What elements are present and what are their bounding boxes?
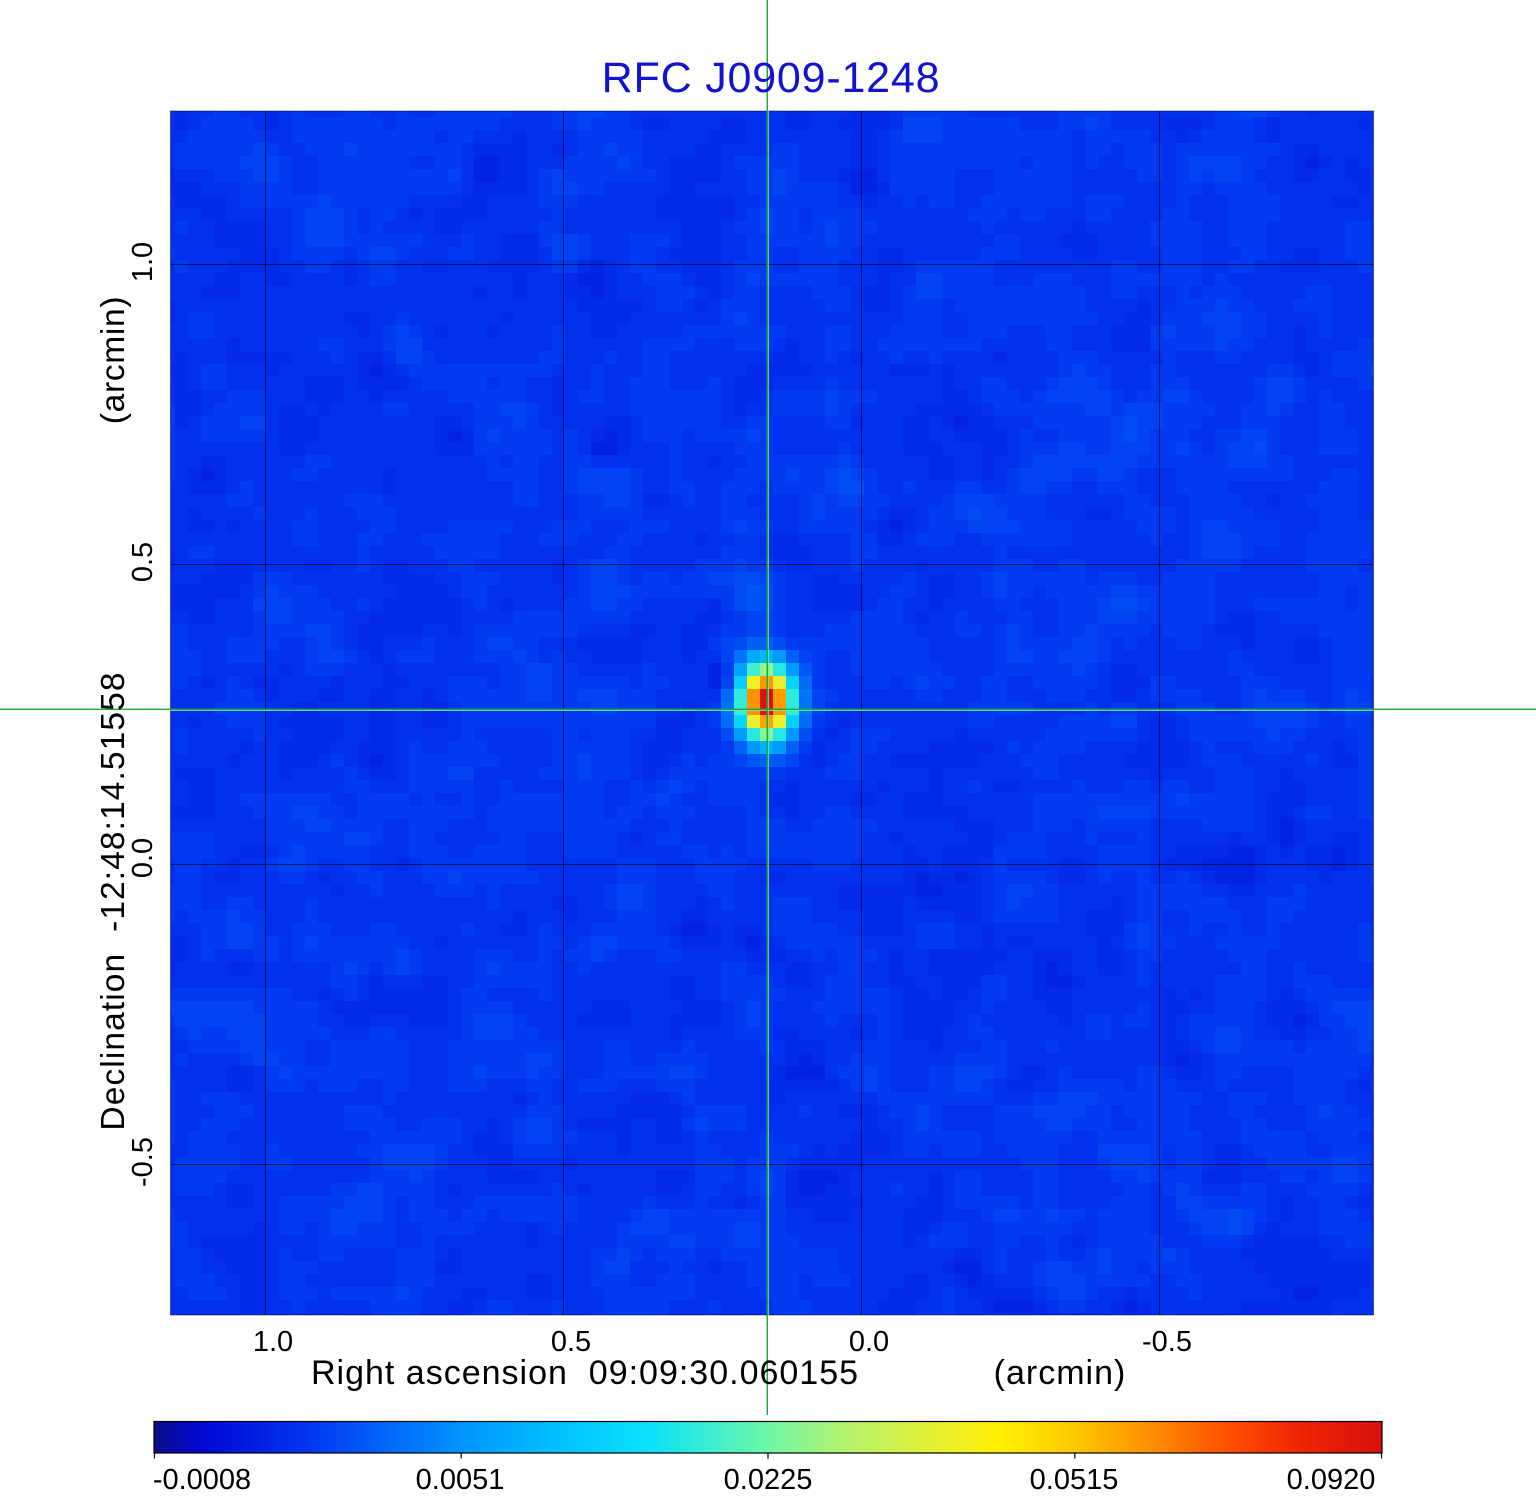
svg-text:-0.5: -0.5 xyxy=(127,1137,159,1187)
svg-text:1.0: 1.0 xyxy=(127,242,159,282)
svg-text:0.0225: 0.0225 xyxy=(724,1464,813,1496)
svg-text:0.0051: 0.0051 xyxy=(416,1464,505,1496)
svg-text:0.0920: 0.0920 xyxy=(1287,1464,1376,1496)
svg-text:1.0: 1.0 xyxy=(253,1326,293,1358)
svg-text:Declination -12:48:14.51558: Declination -12:48:14.51558 xyxy=(95,671,132,1130)
svg-text:0.0: 0.0 xyxy=(127,838,159,878)
svg-text:Right ascension 09:09:30.0601: Right ascension 09:09:30.060155 xyxy=(311,1354,859,1392)
svg-text:RFC J0909-1248: RFC J0909-1248 xyxy=(602,54,941,102)
svg-text:(arcmin): (arcmin) xyxy=(95,296,132,424)
svg-text:0.5: 0.5 xyxy=(127,542,159,582)
svg-text:-0.0008: -0.0008 xyxy=(153,1464,251,1496)
svg-text:-0.5: -0.5 xyxy=(1142,1326,1192,1358)
svg-text:(arcmin): (arcmin) xyxy=(994,1354,1127,1392)
svg-text:0.5: 0.5 xyxy=(551,1326,591,1358)
svg-text:0.0515: 0.0515 xyxy=(1030,1464,1119,1496)
svg-text:0.0: 0.0 xyxy=(849,1326,889,1358)
